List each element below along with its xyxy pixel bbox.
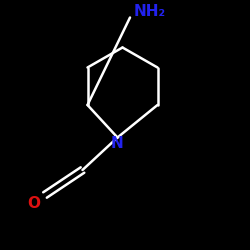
Text: N: N <box>111 136 124 151</box>
Text: NH₂: NH₂ <box>134 4 166 19</box>
Text: O: O <box>27 196 40 211</box>
